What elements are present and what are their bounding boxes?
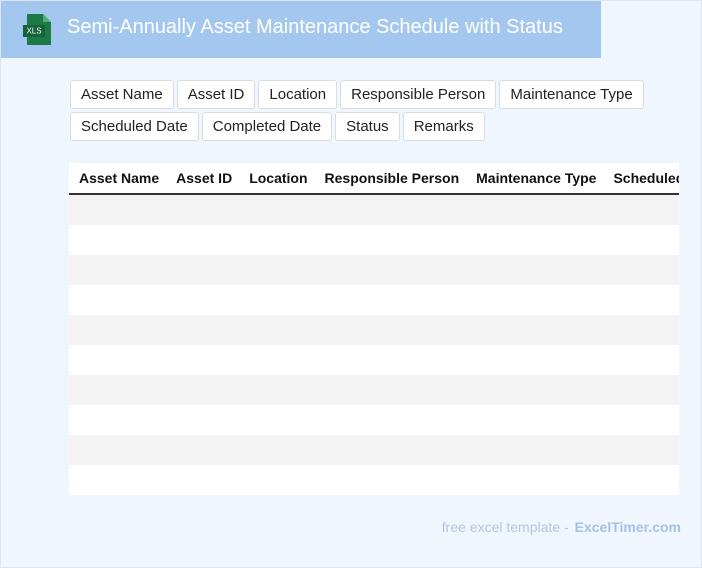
column-header: Maintenance Type [466, 163, 604, 195]
table-cell [603, 194, 679, 225]
column-tag[interactable]: Status [335, 112, 400, 141]
table-cell [166, 465, 240, 495]
page-title: Semi-Annually Asset Maintenance Schedule… [67, 16, 563, 38]
table-cell [166, 345, 240, 375]
table-cell [239, 345, 315, 375]
table-cell [166, 194, 240, 225]
table-cell [466, 435, 604, 465]
table-cell [166, 375, 240, 405]
table-cell [239, 255, 315, 285]
table-cell [314, 345, 467, 375]
footer: free excel template - ExcelTimer.com [442, 519, 681, 535]
table-cell [69, 225, 167, 255]
table-cell [69, 375, 167, 405]
table-cell [69, 465, 167, 495]
column-header: Responsible Person [314, 163, 467, 195]
table-cell [603, 225, 679, 255]
table-cell [466, 225, 604, 255]
table-cell [314, 315, 467, 345]
table-cell [603, 345, 679, 375]
column-tag[interactable]: Maintenance Type [499, 80, 644, 109]
table-cell [314, 285, 467, 315]
column-tags: Asset Name Asset ID Location Responsible Pe… [70, 80, 650, 141]
table-body [69, 194, 679, 495]
table-cell [239, 225, 315, 255]
table-cell [603, 375, 679, 405]
table-cell [603, 405, 679, 435]
table-cell [314, 225, 467, 255]
table-cell [314, 405, 467, 435]
table-cell [603, 435, 679, 465]
column-header: Asset ID [166, 163, 240, 195]
table-cell [603, 285, 679, 315]
table-cell [239, 375, 315, 405]
column-header: Scheduled Date [603, 163, 679, 195]
column-tag[interactable]: Completed Date [201, 112, 333, 141]
table-cell [239, 405, 315, 435]
table-container: Asset Name Asset ID Location Responsible Pe… [69, 163, 679, 495]
table-row [69, 345, 679, 375]
table-cell [466, 255, 604, 285]
table-cell [239, 435, 315, 465]
column-tag[interactable]: Scheduled Date [70, 112, 199, 141]
table-cell [466, 465, 604, 495]
column-header: Asset Name [69, 163, 167, 195]
table-cell [466, 315, 604, 345]
schedule-table: Asset Name Asset ID Location Responsible Pe… [69, 163, 679, 495]
column-tag[interactable]: Asset ID [176, 80, 256, 109]
table-cell [69, 405, 167, 435]
table-row [69, 465, 679, 495]
table-cell [466, 345, 604, 375]
table-cell [314, 435, 467, 465]
table-cell [603, 465, 679, 495]
table-cell [603, 315, 679, 345]
footer-link[interactable]: ExcelTimer.com [574, 519, 681, 535]
table-cell [166, 255, 240, 285]
table-cell [166, 285, 240, 315]
icon-label: XLS [26, 27, 41, 36]
table-cell [69, 315, 167, 345]
table-cell [314, 194, 467, 225]
table-cell [69, 345, 167, 375]
table-cell [166, 315, 240, 345]
table-cell [166, 405, 240, 435]
table-cell [603, 255, 679, 285]
header-bar: XLS Semi-Annually Asset Maintenance Sche… [1, 1, 601, 58]
table-row [69, 435, 679, 465]
table-cell [314, 465, 467, 495]
xls-icon: XLS [23, 14, 51, 45]
header-row: Asset Name Asset ID Location Responsible Pe… [69, 163, 679, 195]
table-row [69, 194, 679, 225]
table-cell [239, 315, 315, 345]
table-cell [466, 285, 604, 315]
table-cell [314, 375, 467, 405]
table-row [69, 405, 679, 435]
table-cell [466, 375, 604, 405]
table-cell [69, 194, 167, 225]
table-cell [69, 255, 167, 285]
table-cell [69, 285, 167, 315]
table-cell [69, 435, 167, 465]
table-cell [314, 255, 467, 285]
table-row [69, 375, 679, 405]
table-cell [166, 225, 240, 255]
table-row [69, 285, 679, 315]
table-cell [466, 405, 604, 435]
table-row [69, 255, 679, 285]
column-tag[interactable]: Location [258, 80, 338, 109]
footer-text: free excel template - [441, 519, 569, 535]
table-row [69, 315, 679, 345]
column-header: Location [239, 163, 315, 195]
column-tag[interactable]: Remarks [402, 112, 485, 141]
table-cell [466, 194, 604, 225]
table-cell [239, 194, 315, 225]
column-tag[interactable]: Asset Name [70, 80, 174, 109]
table-cell [166, 435, 240, 465]
table-cell [239, 285, 315, 315]
column-tag[interactable]: Responsible Person [340, 80, 497, 109]
table-row [69, 225, 679, 255]
table-cell [239, 465, 315, 495]
